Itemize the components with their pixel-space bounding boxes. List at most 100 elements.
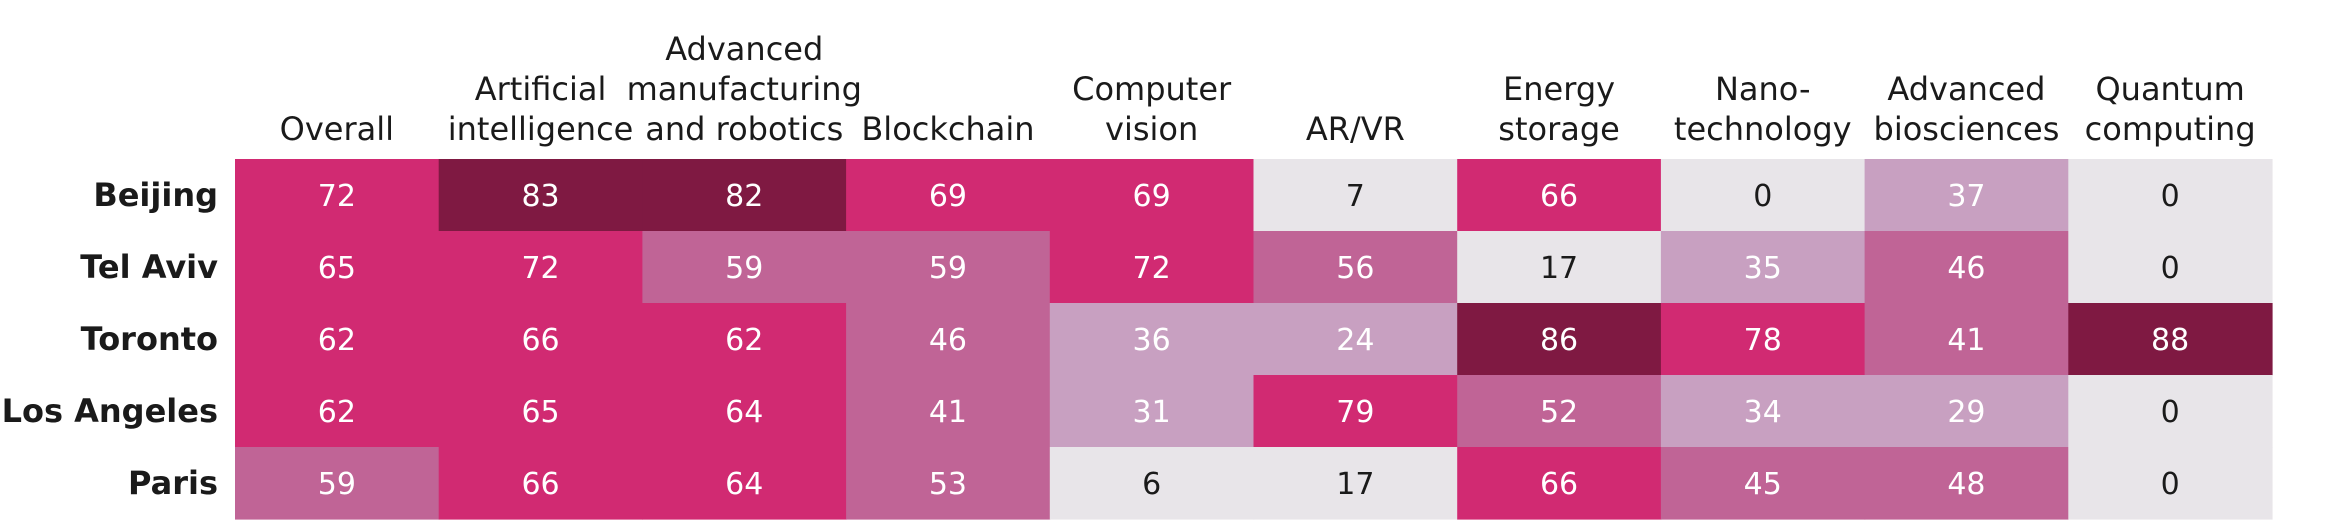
cell-value-label: 72: [521, 251, 559, 286]
cell-value-label: 34: [1744, 395, 1782, 430]
column-label-line: Advanced: [1887, 70, 2045, 108]
column-label: Blockchain: [861, 110, 1034, 148]
heatmap-cell: [1049, 159, 1255, 232]
heatmap-cell: [1660, 231, 1866, 304]
row-label: Los Angeles: [2, 392, 218, 430]
heatmap-cell: [1864, 159, 2069, 232]
cell-value-label: 41: [1947, 323, 1985, 358]
cell-value-label: 41: [929, 395, 967, 430]
cell-value-label: 72: [1133, 251, 1171, 286]
heatmap-cell: [642, 375, 847, 448]
column-label: Overall: [280, 110, 394, 148]
cell-value-label: 36: [1133, 323, 1171, 358]
cell-value-label: 66: [1540, 179, 1578, 214]
column-label: Artificial intelligence: [448, 70, 634, 148]
cell-value-label: 72: [318, 179, 356, 214]
heatmap-cell: [1457, 447, 1662, 520]
cell-value-label: 86: [1540, 323, 1578, 358]
column-label-line: manufacturing: [627, 70, 862, 108]
cell-value-label: 0: [1753, 179, 1772, 214]
row-label: Toronto: [81, 320, 218, 358]
column-label: Energy storage: [1498, 70, 1620, 148]
heatmap-cell: [846, 375, 1051, 448]
column-label: Advanced biosciences: [1874, 70, 2060, 148]
column-label-line: Artificial: [475, 70, 607, 108]
cell-value-label: 24: [1336, 323, 1374, 358]
heatmap-cell: [2068, 447, 2273, 520]
heatmap-cell: [438, 159, 643, 232]
cell-value-label: 64: [725, 467, 763, 502]
column-label-line: technology: [1674, 110, 1852, 148]
cell-value-label: 0: [2161, 179, 2180, 214]
heatmap-cell: [235, 375, 440, 448]
cell-value-label: 83: [521, 179, 559, 214]
heatmap-cell: [2068, 375, 2273, 448]
cell-value-label: 7: [1346, 179, 1365, 214]
heatmap-cell: [1253, 159, 1458, 232]
heatmap-cell: [235, 231, 440, 304]
cell-value-label: 56: [1336, 251, 1374, 286]
column-label-line: vision: [1105, 110, 1198, 148]
column-label: AR/VR: [1306, 110, 1405, 148]
heatmap-cell: [1864, 447, 2069, 520]
heatmap-cell: [1049, 447, 1255, 520]
column-label-line: Blockchain: [861, 110, 1034, 148]
cell-value-label: 64: [725, 395, 763, 430]
heatmap-cells: 72 83 82 69 69 7 66 0 37 065 72 59 59 72 56 17 35 46 062 66…: [235, 159, 2273, 520]
heatmap-cell: [846, 231, 1051, 304]
heatmap-cell: [1660, 303, 1866, 376]
cell-value-label: 79: [1336, 395, 1374, 430]
cell-value-label: 59: [318, 467, 356, 502]
cell-value-label: 46: [929, 323, 967, 358]
row-labels: Beijing Tel Aviv Toronto Los Angeles Paris: [2, 176, 219, 502]
cell-value-label: 69: [1133, 179, 1171, 214]
heatmap-cell: [2068, 159, 2273, 232]
column-label-line: Advanced: [665, 30, 823, 68]
heatmap-cell: [1049, 231, 1255, 304]
cell-value-label: 0: [2161, 251, 2180, 286]
cell-value-label: 17: [1540, 251, 1578, 286]
cell-value-label: 37: [1947, 179, 1985, 214]
cell-value-label: 78: [1744, 323, 1782, 358]
cell-value-label: 65: [318, 251, 356, 286]
heatmap-cell: [642, 159, 847, 232]
cell-value-label: 69: [929, 179, 967, 214]
column-label-line: Nano-: [1715, 70, 1811, 108]
cell-value-label: 29: [1947, 395, 1985, 430]
heatmap-cell: [1457, 303, 1662, 376]
cell-value-label: 52: [1540, 395, 1578, 430]
heatmap-cell: [235, 303, 440, 376]
heatmap-cell: [1049, 303, 1255, 376]
cell-value-label: 88: [2151, 323, 2189, 358]
cell-value-label: 66: [521, 467, 559, 502]
heatmap-cell: [642, 447, 847, 520]
column-label-line: Energy: [1503, 70, 1615, 108]
cell-value-label: 17: [1336, 467, 1374, 502]
row-label: Paris: [128, 464, 218, 502]
cell-value-label: 62: [725, 323, 763, 358]
column-label-line: AR/VR: [1306, 110, 1405, 148]
heatmap-cell: [1864, 375, 2069, 448]
heatmap-cell: [1660, 375, 1866, 448]
cell-value-label: 46: [1947, 251, 1985, 286]
heatmap-cell: [1457, 159, 1662, 232]
heatmap-cell: [438, 447, 643, 520]
cell-value-label: 62: [318, 395, 356, 430]
column-label-line: and robotics: [645, 110, 843, 148]
heatmap-cell: [642, 231, 847, 304]
heatmap-cell: [1253, 375, 1458, 448]
heatmap-cell: [1253, 231, 1458, 304]
column-label: Nano-technology: [1674, 70, 1852, 148]
heatmap-cell: [1253, 447, 1458, 520]
cell-value-label: 59: [929, 251, 967, 286]
row-label: Beijing: [93, 176, 218, 214]
cell-value-label: 45: [1744, 467, 1782, 502]
column-label-line: biosciences: [1874, 110, 2060, 148]
cell-value-label: 82: [725, 179, 763, 214]
column-label: Quantum computing: [2085, 70, 2256, 148]
heatmap-cell: [1253, 303, 1458, 376]
heatmap-cell: [846, 159, 1051, 232]
cell-value-label: 0: [2161, 395, 2180, 430]
